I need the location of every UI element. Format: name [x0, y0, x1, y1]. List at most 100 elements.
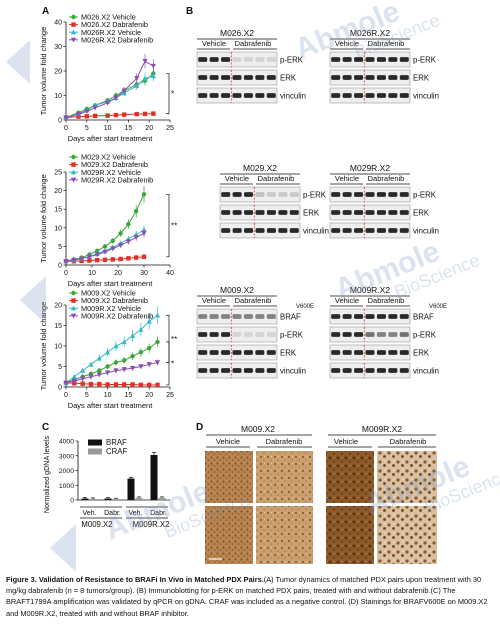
group-label: M009R.X2	[133, 520, 170, 529]
blot-vehicle-label: Vehicle	[202, 296, 226, 305]
data-point	[92, 105, 98, 111]
blot-band	[255, 368, 265, 373]
blot-band	[388, 210, 398, 215]
blot-superscript: V600E	[296, 304, 314, 310]
blot-row-label: p-ERK	[413, 55, 437, 64]
bar	[150, 455, 158, 500]
x-tick-label: 15	[125, 392, 133, 399]
blot-band	[354, 332, 364, 337]
blot-title: M029.X2	[243, 163, 277, 173]
x-axis-label: Days after start treatment	[68, 279, 154, 288]
tissue-m009r-vehicle-2	[326, 506, 374, 564]
growth-chart-m026: 0 10 20 30 40 0 5 10 15 20 25 Days after start trea…	[39, 13, 174, 143]
legend-marker	[71, 162, 76, 167]
blot-band	[221, 75, 231, 80]
data-point	[97, 368, 102, 373]
blot-band	[266, 210, 276, 215]
staining-panel: M009.X2 Vehicle Dabrafenib M009R.X2 Vehi…	[205, 424, 437, 564]
blot-band	[342, 350, 352, 355]
blot-band	[266, 350, 276, 355]
data-point	[147, 345, 152, 351]
y-tick-label: 30	[54, 44, 62, 51]
y-tick-label: 3000	[59, 453, 74, 460]
blot-band	[289, 228, 299, 233]
blot-row-label: p-ERK	[413, 190, 437, 199]
data-point	[138, 364, 144, 370]
blot-band	[209, 368, 219, 373]
figure-caption: Figure 3. Validation of Resistance to BR…	[6, 574, 494, 619]
bar	[81, 498, 89, 500]
y-tick-label: 10	[54, 344, 62, 351]
data-point	[110, 238, 116, 244]
blot-band	[365, 350, 375, 355]
data-point	[113, 343, 119, 349]
blot-band	[388, 314, 398, 319]
data-point	[97, 381, 102, 387]
growth-chart-m009: 0 5 10 15 20 0 5 10 15 20 25 Days after start treat…	[39, 289, 177, 410]
blot-band	[266, 93, 276, 98]
data-point	[105, 349, 111, 355]
data-point	[102, 244, 108, 249]
data-point	[96, 372, 102, 378]
tissue-m009-drug-1	[256, 451, 313, 503]
x-tick-label: 0	[64, 270, 68, 277]
x-tick-label: 5	[85, 125, 89, 132]
blot-band	[354, 75, 364, 80]
blot-band	[221, 368, 231, 373]
blot-band	[342, 57, 352, 62]
data-point	[147, 382, 152, 388]
blot-band	[365, 210, 375, 215]
data-point	[134, 76, 140, 82]
condition-label: Veh.	[128, 510, 142, 517]
blot-drug-label: Dabrafenib	[258, 174, 295, 183]
data-point	[138, 326, 144, 332]
blot-band	[209, 314, 219, 319]
legend-entry: M026R.X2 Vehicle	[81, 28, 141, 37]
data-point	[113, 112, 119, 118]
data-point	[84, 109, 90, 115]
y-tick-label: 40	[54, 20, 62, 27]
series-line	[65, 382, 158, 386]
data-point	[80, 376, 86, 382]
tissue-m009-drug-2	[256, 506, 313, 564]
x-tick-label: 25	[166, 125, 174, 132]
bar	[127, 478, 135, 500]
data-point	[113, 382, 119, 387]
condition-label: Dabr.	[104, 510, 121, 517]
legend-entry: M009.X2 Vehicle	[81, 289, 136, 298]
blot-drug-label: Dabrafenib	[235, 296, 272, 305]
blot-band	[331, 228, 341, 233]
blot-band	[221, 350, 231, 355]
watermark-logo-1	[6, 40, 30, 84]
data-point	[126, 221, 131, 227]
blot-band	[255, 210, 265, 215]
y-axis-label: Tumor volume fold change	[39, 302, 48, 391]
data-point	[141, 192, 147, 197]
legend-entry: M026R.X2 Dabrafenib	[81, 35, 153, 44]
blot-band	[376, 93, 386, 98]
y-tick-label: 0	[58, 263, 62, 270]
blot-band	[388, 75, 398, 80]
y-tick-label: 10	[54, 93, 62, 100]
x-tick-label: 10	[88, 270, 96, 277]
staining-title-right: M009R.X2	[362, 424, 402, 434]
blot-band	[399, 192, 409, 197]
blot-band	[243, 75, 253, 80]
blot-row-label: vinculin	[280, 366, 306, 375]
blot-band	[278, 228, 288, 233]
blot-band	[399, 57, 409, 62]
x-tick-label: 25	[166, 392, 174, 399]
condition-label: Dabr.	[150, 510, 167, 517]
blot-band	[255, 314, 265, 319]
bar	[112, 499, 120, 500]
blot-band	[331, 368, 341, 373]
data-point	[141, 254, 147, 260]
y-axis-label: Tumor volume fold change	[39, 27, 48, 116]
legend-marker	[71, 298, 76, 303]
blot-band	[244, 192, 254, 197]
blot-vehicle-label: Vehicle	[335, 174, 359, 183]
data-point	[146, 318, 152, 324]
blot-band	[365, 75, 375, 80]
blot-band	[331, 314, 341, 319]
data-point	[87, 258, 92, 263]
